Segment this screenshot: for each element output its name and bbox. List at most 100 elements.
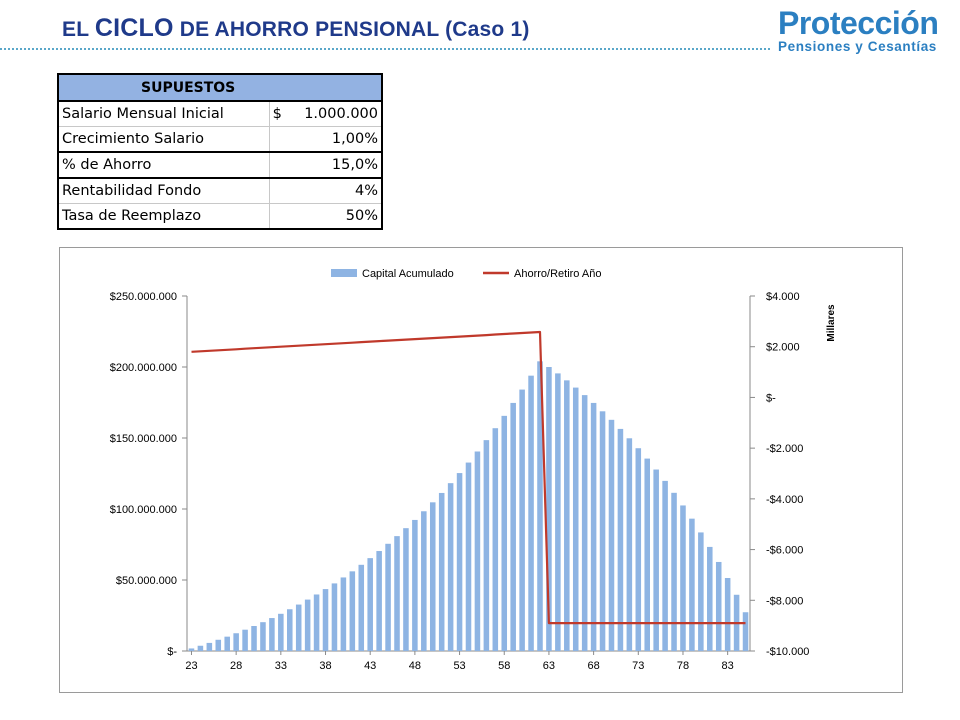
legend-label-ahorro: Ahorro/Retiro Año xyxy=(514,268,601,280)
capital-bar xyxy=(197,645,204,651)
capital-bar xyxy=(412,519,418,651)
y-right-tick-label: -$6.000 xyxy=(766,545,803,557)
x-tick-label: 73 xyxy=(632,660,644,672)
capital-bar xyxy=(358,564,365,651)
title-part-3: DE AHORRO PENSIONAL (Caso 1) xyxy=(173,18,530,41)
capital-bar xyxy=(394,536,400,651)
supuestos-header-row: SUPUESTOS xyxy=(58,74,382,102)
y-right-tick-label: $- xyxy=(766,392,776,404)
supuestos-value-text: 1.000.000 xyxy=(304,106,378,122)
capital-bar xyxy=(260,622,266,651)
header-dotted-rule xyxy=(0,48,770,50)
x-tick-label: 38 xyxy=(319,660,331,672)
capital-bar xyxy=(564,380,570,651)
capital-bar xyxy=(206,642,213,651)
logo-tagline: Pensiones y Cesantías xyxy=(778,39,937,54)
supuestos-label: Rentabilidad Fondo xyxy=(58,178,270,204)
capital-bar xyxy=(340,577,347,651)
capital-bar xyxy=(483,440,490,651)
capital-bar xyxy=(599,411,606,651)
capital-bar xyxy=(662,480,668,651)
capital-bar xyxy=(519,389,525,651)
capital-bar xyxy=(322,589,329,651)
supuestos-value: 15,0% xyxy=(269,152,382,179)
x-tick-label: 43 xyxy=(364,660,376,672)
supuestos-row: Crecimiento Salario 1,00% xyxy=(58,126,382,153)
capital-bar xyxy=(653,469,659,651)
capital-bar xyxy=(635,448,642,651)
supuestos-header: SUPUESTOS xyxy=(58,74,382,102)
capital-bar xyxy=(608,419,615,651)
capital-bar xyxy=(590,402,597,651)
y-left-tick-label: $50.000.000 xyxy=(116,575,177,587)
y-left-tick-label: $- xyxy=(167,646,177,658)
capital-bar xyxy=(555,373,561,651)
y-left-tick-label: $100.000.000 xyxy=(110,504,177,516)
supuestos-label: % de Ahorro xyxy=(58,152,270,179)
legend-label-capital: Capital Acumulado xyxy=(362,268,454,280)
ahorro-retiro-line xyxy=(191,330,746,625)
y-right-tick-label: -$10.000 xyxy=(766,646,809,658)
supuestos-value: 50% xyxy=(269,203,382,230)
capital-bar xyxy=(251,626,257,651)
capital-bar xyxy=(233,633,239,651)
capital-bar xyxy=(492,428,499,651)
capital-bar xyxy=(698,532,704,651)
capital-bar xyxy=(313,594,320,651)
supuestos-value: 1,00% xyxy=(269,126,382,153)
brand-logo: Protección Pensiones y Cesantías xyxy=(778,6,954,60)
capital-bar xyxy=(474,451,481,651)
chart-container: $- $50.000.000 $100.000.000 $150.000.000 $20… xyxy=(59,247,903,693)
capital-bar xyxy=(581,395,588,651)
capital-bar xyxy=(286,609,293,651)
capital-bar xyxy=(671,492,677,651)
legend-swatch-capital xyxy=(331,269,357,277)
capital-bar xyxy=(304,599,311,651)
x-tick-label: 83 xyxy=(722,660,734,672)
y-right-tick-label: -$2.000 xyxy=(766,443,803,455)
supuestos-row: Salario Mensual Inicial $1.000.000 xyxy=(58,101,382,127)
capital-bar xyxy=(572,387,579,651)
currency-symbol: $ xyxy=(272,106,282,122)
capital-bar xyxy=(429,502,436,651)
capital-bar xyxy=(376,551,382,651)
capital-bar xyxy=(278,613,284,651)
x-tick-label: 58 xyxy=(498,660,510,672)
capital-bar xyxy=(215,639,222,651)
y-right-tick-label: -$4.000 xyxy=(766,494,803,506)
supuestos-label: Tasa de Reemplazo xyxy=(58,203,270,230)
y-right-axis-label: Millares xyxy=(826,304,837,342)
capital-bar xyxy=(689,518,695,651)
logo-brand-text: Protección xyxy=(778,5,939,41)
capital-bar xyxy=(528,375,534,651)
capital-bar xyxy=(510,402,516,651)
capital-bar xyxy=(707,546,713,651)
y-right-tick-label: $4.000 xyxy=(766,291,800,303)
capital-bar xyxy=(295,604,302,651)
capital-bar xyxy=(617,428,624,651)
capital-bar xyxy=(188,648,195,651)
capital-bar xyxy=(447,483,454,651)
capital-bar xyxy=(626,438,633,651)
capital-bar xyxy=(349,571,356,651)
capital-bar xyxy=(438,492,445,651)
capital-bar xyxy=(456,473,463,651)
supuestos-label: Salario Mensual Inicial xyxy=(58,101,270,127)
capital-bar xyxy=(331,583,338,651)
capital-bar xyxy=(644,458,651,651)
capital-bar xyxy=(421,511,427,651)
supuestos-row: Tasa de Reemplazo 50% xyxy=(58,203,382,230)
x-tick-label: 68 xyxy=(587,660,599,672)
title-part-1: EL xyxy=(62,18,95,41)
x-tick-label: 28 xyxy=(230,660,242,672)
capital-bar xyxy=(537,361,543,651)
capital-bar xyxy=(465,462,472,651)
capital-bar xyxy=(242,629,248,651)
x-tick-label: 63 xyxy=(543,660,555,672)
capital-bar xyxy=(715,561,722,651)
capital-bar xyxy=(546,367,552,651)
capital-bar xyxy=(724,578,731,651)
capital-bar xyxy=(501,415,508,651)
supuestos-label: Crecimiento Salario xyxy=(58,126,270,153)
supuestos-table: SUPUESTOS Salario Mensual Inicial $1.000… xyxy=(57,73,383,230)
